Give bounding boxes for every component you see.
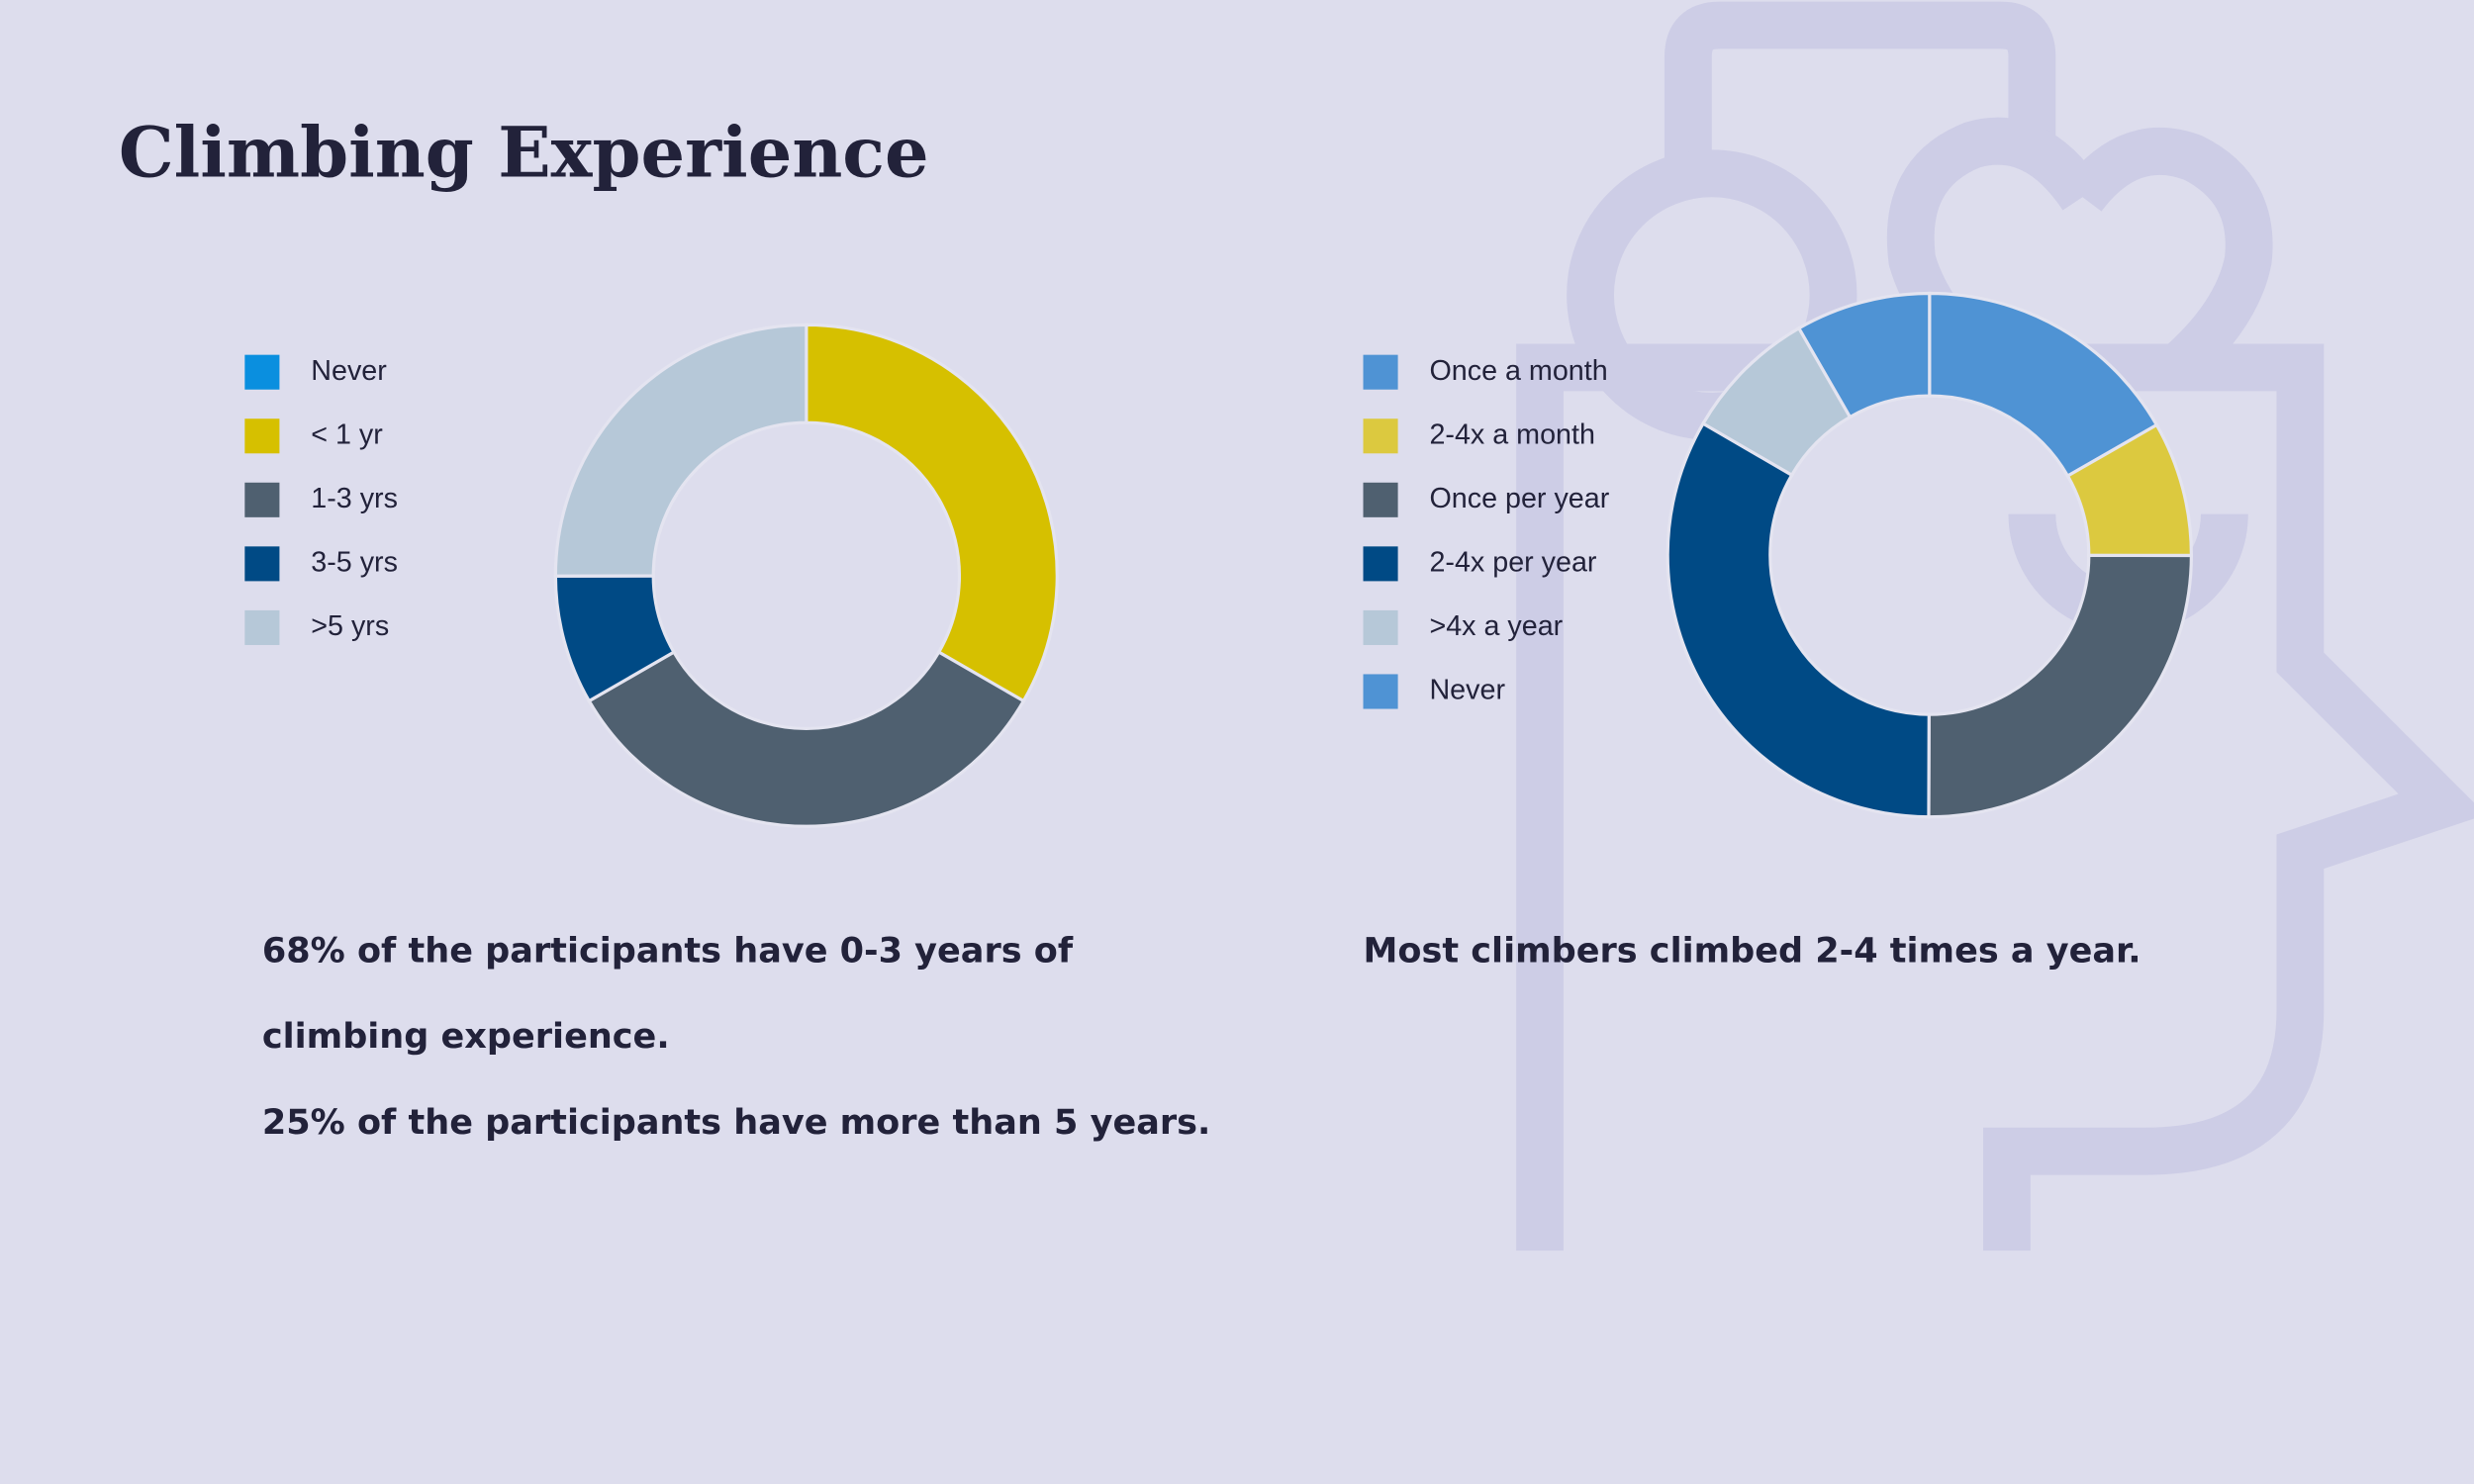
legend-label: >5 yrs	[311, 610, 389, 642]
legend-label: < 1 yr	[311, 418, 383, 450]
donut-slice	[805, 323, 1059, 703]
donut-slice	[1665, 420, 1931, 819]
donut-slice	[1796, 291, 1932, 419]
legend-label: 2-4x a month	[1429, 418, 1594, 450]
donut-slice	[553, 323, 809, 578]
legend-swatch	[244, 546, 280, 582]
legend-label: 3-5 yrs	[311, 546, 398, 578]
donut-slice	[1928, 291, 2159, 479]
caption: Most climbers climbed 2-4 times a year.	[1364, 930, 2141, 971]
legend-label: Once a month	[1429, 355, 1607, 387]
caption: climbing experience.	[262, 1016, 670, 1057]
legend-swatch	[244, 418, 280, 454]
legend-label: Never	[1429, 675, 1505, 706]
caption: 68% of the participants have 0-3 years o…	[262, 930, 1074, 971]
legend-label: 2-4x per year	[1429, 546, 1596, 578]
legend-label: Once per year	[1429, 483, 1609, 514]
legend-swatch	[244, 354, 280, 390]
caption: 25% of the participants have more than 5…	[262, 1102, 1210, 1143]
legend-swatch	[244, 609, 280, 645]
donut-slice	[587, 649, 1026, 828]
legend-swatch	[1363, 354, 1398, 390]
legend-swatch	[1363, 674, 1398, 709]
legend-swatch	[1363, 546, 1398, 582]
legend-label: Never	[311, 355, 387, 387]
legend-swatch	[1363, 482, 1398, 517]
legend-label: 1-3 yrs	[311, 483, 398, 514]
legend-swatch	[244, 482, 280, 517]
donut-slice	[1927, 553, 2193, 819]
legend-swatch	[1363, 418, 1398, 454]
legend-swatch	[1363, 609, 1398, 645]
slide-title: Climbing Experience	[119, 112, 929, 194]
legend-label: >4x a year	[1429, 610, 1563, 642]
